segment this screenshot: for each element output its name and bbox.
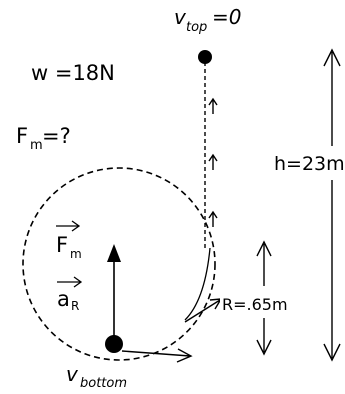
- radius-label-bg: [220, 288, 302, 318]
- trajectory-arrow-3: [208, 210, 218, 227]
- trajectory-arrow-1: [208, 97, 218, 114]
- svg-text:F: F: [56, 233, 68, 257]
- fm-arrow-head: [107, 244, 121, 262]
- svg-text:v: v: [66, 362, 79, 386]
- svg-text:v: v: [174, 5, 187, 29]
- svg-text:top: top: [186, 20, 207, 35]
- svg-text:m: m: [70, 247, 82, 261]
- force-unknown-label: F m =?: [16, 124, 71, 153]
- svg-text:F: F: [16, 124, 28, 148]
- weight-label: w =18N: [31, 61, 115, 85]
- trajectory-arrow-2: [208, 153, 218, 170]
- svg-text:=?: =?: [42, 124, 71, 148]
- height-dimension-arrow: [323, 48, 341, 362]
- fm-vector-label: F m: [56, 220, 82, 261]
- v-top-label: v top =0: [174, 5, 241, 35]
- svg-text:bottom: bottom: [80, 376, 127, 389]
- top-ball: [198, 50, 212, 64]
- bottom-ball: [105, 335, 123, 353]
- height-label-bg: [272, 146, 344, 178]
- svg-text:m: m: [30, 138, 43, 153]
- radius-label: R=.65m: [222, 295, 288, 314]
- launch-curve: [184, 247, 211, 321]
- circular-path: [22, 167, 216, 361]
- tangent-arrow: [184, 298, 223, 323]
- svg-text:=0: =0: [212, 5, 241, 29]
- trajectory-arrows: [208, 97, 218, 227]
- svg-text:a: a: [57, 287, 70, 311]
- v-bottom-arrow: [121, 348, 193, 363]
- svg-text:R: R: [71, 299, 79, 313]
- v-bottom-label: v bottom: [66, 362, 127, 391]
- ar-vector-label: a R: [57, 276, 83, 313]
- radius-dimension-arrow: [256, 240, 272, 356]
- height-label: h=23m: [274, 153, 345, 175]
